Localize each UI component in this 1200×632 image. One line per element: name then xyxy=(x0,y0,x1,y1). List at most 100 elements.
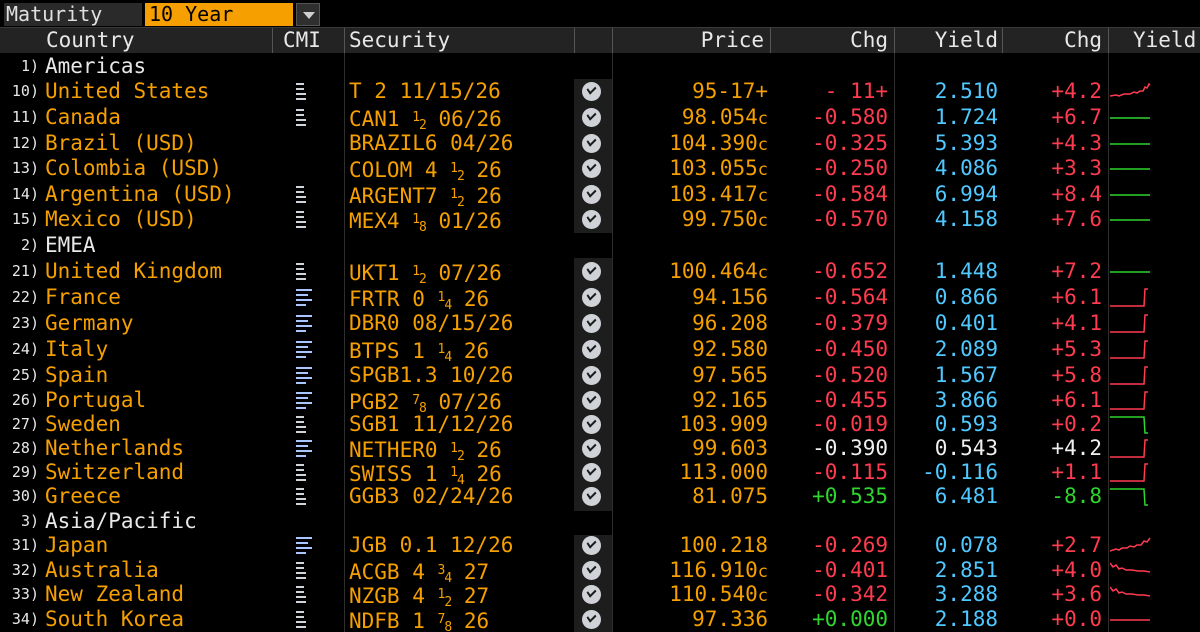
col-yield-chg[interactable]: Chg xyxy=(1064,28,1102,52)
chart-check-icon[interactable] xyxy=(582,314,601,333)
maturity-select[interactable]: 10 Year xyxy=(145,3,293,26)
chart-check-icon[interactable] xyxy=(582,610,601,629)
table-row[interactable]: 15) Mexico (USD) MEX4 18 01/26 99.750c -0.57… xyxy=(0,207,1200,235)
table-row[interactable]: 28) Netherlands NETHER0 12 26 99.603 -0.390 0… xyxy=(0,436,1200,464)
table-row[interactable]: 29) Switzerland SWISS 1 14 26 113.000 -0.115… xyxy=(0,460,1200,488)
col-security[interactable]: Security xyxy=(349,28,451,52)
security-name[interactable]: NETHER0 12 26 xyxy=(349,436,502,469)
cmi-bars-icon[interactable] xyxy=(296,416,312,433)
chart-check-icon[interactable] xyxy=(582,536,601,555)
chart-check-icon[interactable] xyxy=(582,210,601,229)
country-name[interactable]: New Zealand xyxy=(45,582,185,606)
security-name[interactable]: ACGB 4 34 27 xyxy=(349,558,489,591)
col-yield[interactable]: Yield xyxy=(934,28,998,52)
cmi-bars-icon[interactable] xyxy=(296,211,312,228)
chart-check-icon[interactable] xyxy=(582,134,601,153)
table-row[interactable]: 21) United Kingdom UKT1 12 07/26 100.464c -0… xyxy=(0,259,1200,287)
country-name[interactable]: South Korea xyxy=(45,607,185,631)
country-name[interactable]: Germany xyxy=(45,311,134,335)
country-name[interactable]: Italy xyxy=(45,337,109,361)
table-row[interactable]: 34) South Korea NDFB 1 78 26 97.336 +0.000 2.… xyxy=(0,607,1200,632)
table-row[interactable]: 32) Australia ACGB 4 34 27 116.910c -0.401 2.… xyxy=(0,558,1200,586)
cmi-bars-icon[interactable] xyxy=(296,367,312,384)
cmi-bars-icon[interactable] xyxy=(296,289,312,306)
country-name[interactable]: United States xyxy=(45,79,210,103)
security-name[interactable]: GGB3 02/24/26 xyxy=(349,484,513,509)
country-name[interactable]: Colombia (USD) xyxy=(45,156,223,180)
cmi-bars-icon[interactable] xyxy=(296,611,312,628)
country-name[interactable]: United Kingdom xyxy=(45,259,223,283)
chart-check-icon[interactable] xyxy=(582,82,601,101)
table-row[interactable]: 26) Portugal PGB2 78 07/26 92.165 -0.455 3.86… xyxy=(0,388,1200,416)
security-name[interactable]: MEX4 18 01/26 xyxy=(349,207,502,240)
cmi-bars-icon[interactable] xyxy=(296,464,312,481)
table-row[interactable]: 30) Greece GGB3 02/24/26 81.075 +0.535 6.481 -… xyxy=(0,484,1200,509)
country-name[interactable]: Japan xyxy=(45,533,109,557)
cmi-bars-icon[interactable] xyxy=(296,341,312,358)
country-name[interactable]: Switzerland xyxy=(45,460,185,484)
security-name[interactable]: COLOM 4 12 26 xyxy=(349,156,502,189)
security-name[interactable]: T 2 11/15/26 xyxy=(349,79,501,104)
cmi-bars-icon[interactable] xyxy=(296,440,312,457)
country-name[interactable]: Netherlands xyxy=(45,436,185,460)
cmi-bars-icon[interactable] xyxy=(296,392,312,409)
table-row[interactable]: 27) Sweden SGB1 11/12/26 103.909 -0.019 0.593… xyxy=(0,412,1200,437)
country-name[interactable]: Greece xyxy=(45,484,121,508)
col-yield-chart[interactable]: Yield xyxy=(1133,28,1197,52)
security-name[interactable]: JGB 0.1 12/26 xyxy=(349,533,513,558)
cmi-bars-icon[interactable] xyxy=(296,537,312,554)
chart-check-icon[interactable] xyxy=(582,262,601,281)
country-name[interactable]: Argentina (USD) xyxy=(45,182,235,206)
security-name[interactable]: CAN1 12 06/26 xyxy=(349,105,502,138)
chart-check-icon[interactable] xyxy=(582,561,601,580)
table-row[interactable]: 25) Spain SPGB1.3 10/26 97.565 -0.520 1.567 +5… xyxy=(0,363,1200,388)
col-country[interactable]: Country xyxy=(46,28,135,52)
table-row[interactable]: 11) Canada CAN1 12 06/26 98.054c -0.580 1.724… xyxy=(0,105,1200,133)
table-row[interactable]: 33) New Zealand NZGB 4 12 27 110.540c -0.342… xyxy=(0,582,1200,610)
chart-check-icon[interactable] xyxy=(582,366,601,385)
chart-check-icon[interactable] xyxy=(582,288,601,307)
chart-check-icon[interactable] xyxy=(582,487,601,506)
table-row[interactable]: 23) Germany DBR0 08/15/26 96.208 -0.379 0.401… xyxy=(0,311,1200,336)
table-row[interactable]: 12) Brazil (USD) BRAZIL6 04/26 104.390c -0.3… xyxy=(0,131,1200,156)
security-name[interactable]: UKT1 12 07/26 xyxy=(349,259,502,292)
chart-check-icon[interactable] xyxy=(582,159,601,178)
chart-check-icon[interactable] xyxy=(582,108,601,127)
chart-check-icon[interactable] xyxy=(582,415,601,434)
country-name[interactable]: Sweden xyxy=(45,412,121,436)
chart-check-icon[interactable] xyxy=(582,391,601,410)
chart-check-icon[interactable] xyxy=(582,585,601,604)
security-name[interactable]: NDFB 1 78 26 xyxy=(349,607,489,632)
security-name[interactable]: SPGB1.3 10/26 xyxy=(349,363,513,388)
security-name[interactable]: FRTR 0 14 26 xyxy=(349,285,489,318)
chart-check-icon[interactable] xyxy=(582,185,601,204)
country-name[interactable]: Brazil (USD) xyxy=(45,131,197,155)
security-name[interactable]: ARGENT7 12 26 xyxy=(349,182,502,215)
cmi-bars-icon[interactable] xyxy=(296,109,312,126)
security-name[interactable]: PGB2 78 07/26 xyxy=(349,388,502,421)
cmi-bars-icon[interactable] xyxy=(296,186,312,203)
security-name[interactable]: BRAZIL6 04/26 xyxy=(349,131,513,156)
col-price[interactable]: Price xyxy=(700,28,764,52)
table-row[interactable]: 22) France FRTR 0 14 26 94.156 -0.564 0.866 +6… xyxy=(0,285,1200,313)
table-row[interactable]: 13) Colombia (USD) COLOM 4 12 26 103.055c -0… xyxy=(0,156,1200,184)
cmi-bars-icon[interactable] xyxy=(296,562,312,579)
cmi-bars-icon[interactable] xyxy=(296,315,312,332)
table-row[interactable]: 10) United States T 2 11/15/26 95-17+ - 11+ 2… xyxy=(0,79,1200,104)
security-name[interactable]: NZGB 4 12 27 xyxy=(349,582,489,615)
chevron-down-icon[interactable] xyxy=(296,3,320,26)
cmi-bars-icon[interactable] xyxy=(296,586,312,603)
col-cmi[interactable]: CMI xyxy=(283,28,321,52)
security-name[interactable]: SGB1 11/12/26 xyxy=(349,412,513,437)
security-name[interactable]: BTPS 1 14 26 xyxy=(349,337,489,370)
country-name[interactable]: Australia xyxy=(45,558,159,582)
table-row[interactable]: 24) Italy BTPS 1 14 26 92.580 -0.450 2.089 +5.… xyxy=(0,337,1200,365)
table-row[interactable]: 31) Japan JGB 0.1 12/26 100.218 -0.269 0.078 +… xyxy=(0,533,1200,558)
security-name[interactable]: SWISS 1 14 26 xyxy=(349,460,502,493)
cmi-bars-icon[interactable] xyxy=(296,83,312,100)
chart-check-icon[interactable] xyxy=(582,463,601,482)
country-name[interactable]: Spain xyxy=(45,363,109,387)
country-name[interactable]: Canada xyxy=(45,105,121,129)
country-name[interactable]: Portugal xyxy=(45,388,147,412)
cmi-bars-icon[interactable] xyxy=(296,263,312,280)
